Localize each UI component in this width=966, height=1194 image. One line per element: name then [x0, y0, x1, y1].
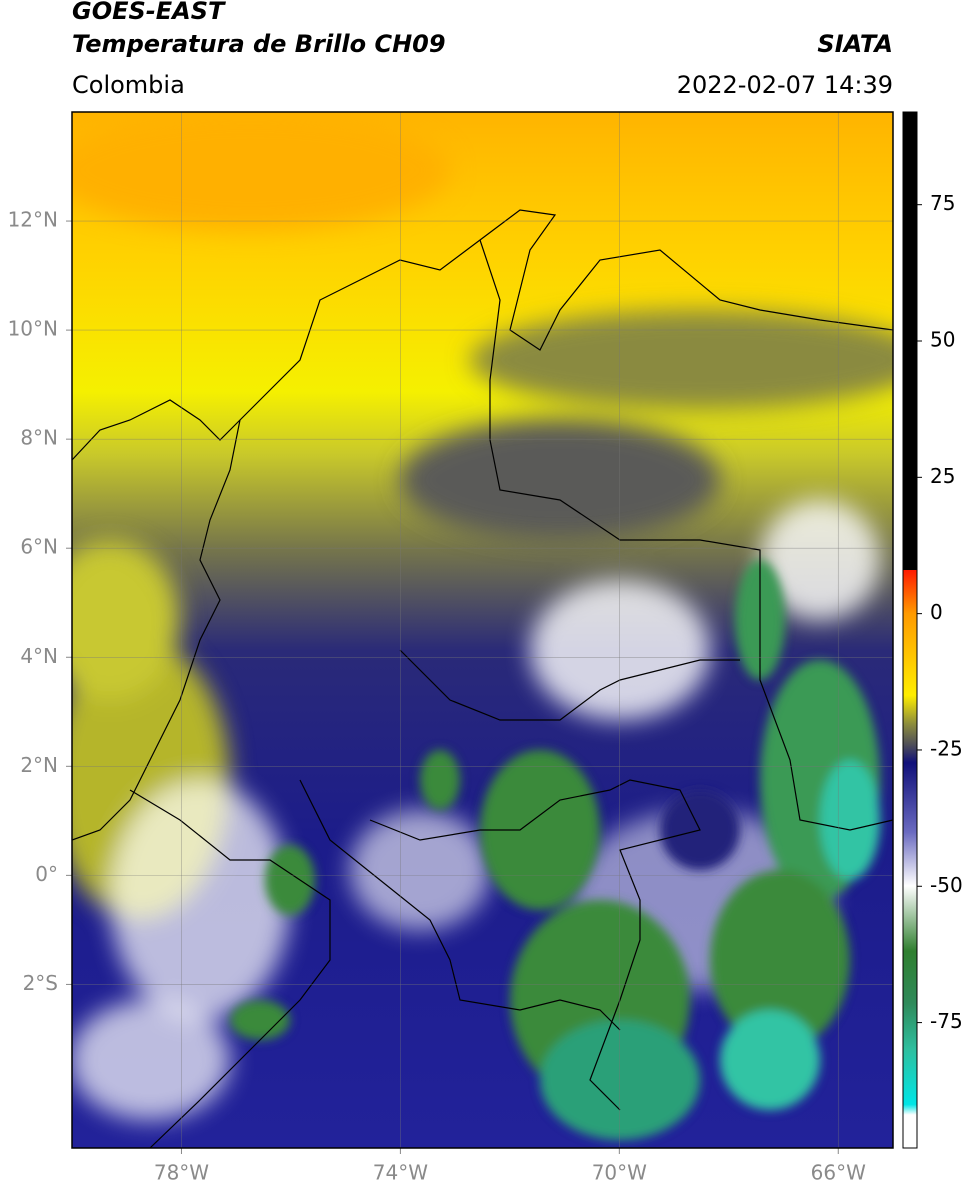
colorbar-tick-label: 50 — [930, 328, 955, 352]
lat-tick-label: 10°N — [8, 317, 58, 341]
lat-tick-label: 0° — [35, 862, 58, 886]
lat-tick-label: 4°N — [20, 644, 58, 668]
lat-tick-label: 8°N — [20, 426, 58, 450]
satellite-image — [72, 112, 893, 1148]
colorbar-tick-label: -50 — [930, 873, 963, 897]
source-label: SIATA — [817, 30, 893, 58]
lon-tick-label: 66°W — [811, 1161, 866, 1185]
product-title: Temperatura de Brillo CH09 — [72, 30, 446, 58]
colorbar — [902, 111, 918, 1149]
colorbar-tick-label: 25 — [930, 464, 955, 488]
lat-tick-label: 2°N — [20, 753, 58, 777]
map-frame — [71, 111, 894, 1149]
lon-tick-label: 70°W — [592, 1161, 647, 1185]
datetime-label: 2022-02-07 14:39 — [677, 71, 893, 99]
colorbar-tick-label: -25 — [930, 736, 963, 760]
colorbar-tick-label: -75 — [930, 1009, 963, 1033]
satellite-title: GOES-EAST — [72, 0, 226, 25]
colorbar-tick-label: 0 — [930, 600, 943, 624]
lat-tick-label: 2°S — [23, 971, 58, 995]
lon-tick-label: 74°W — [373, 1161, 428, 1185]
lat-tick-label: 12°N — [8, 208, 58, 232]
axis-ticks: 78°W 74°W 70°W 66°W 12°N 10°N 8°N 6°N 4°N 2°N 0° 2°… — [8, 112, 963, 1185]
colorbar-tick-label: 75 — [930, 191, 955, 215]
region-label: Colombia — [72, 71, 185, 99]
lat-tick-label: 6°N — [20, 535, 58, 559]
lon-tick-label: 78°W — [154, 1161, 209, 1185]
